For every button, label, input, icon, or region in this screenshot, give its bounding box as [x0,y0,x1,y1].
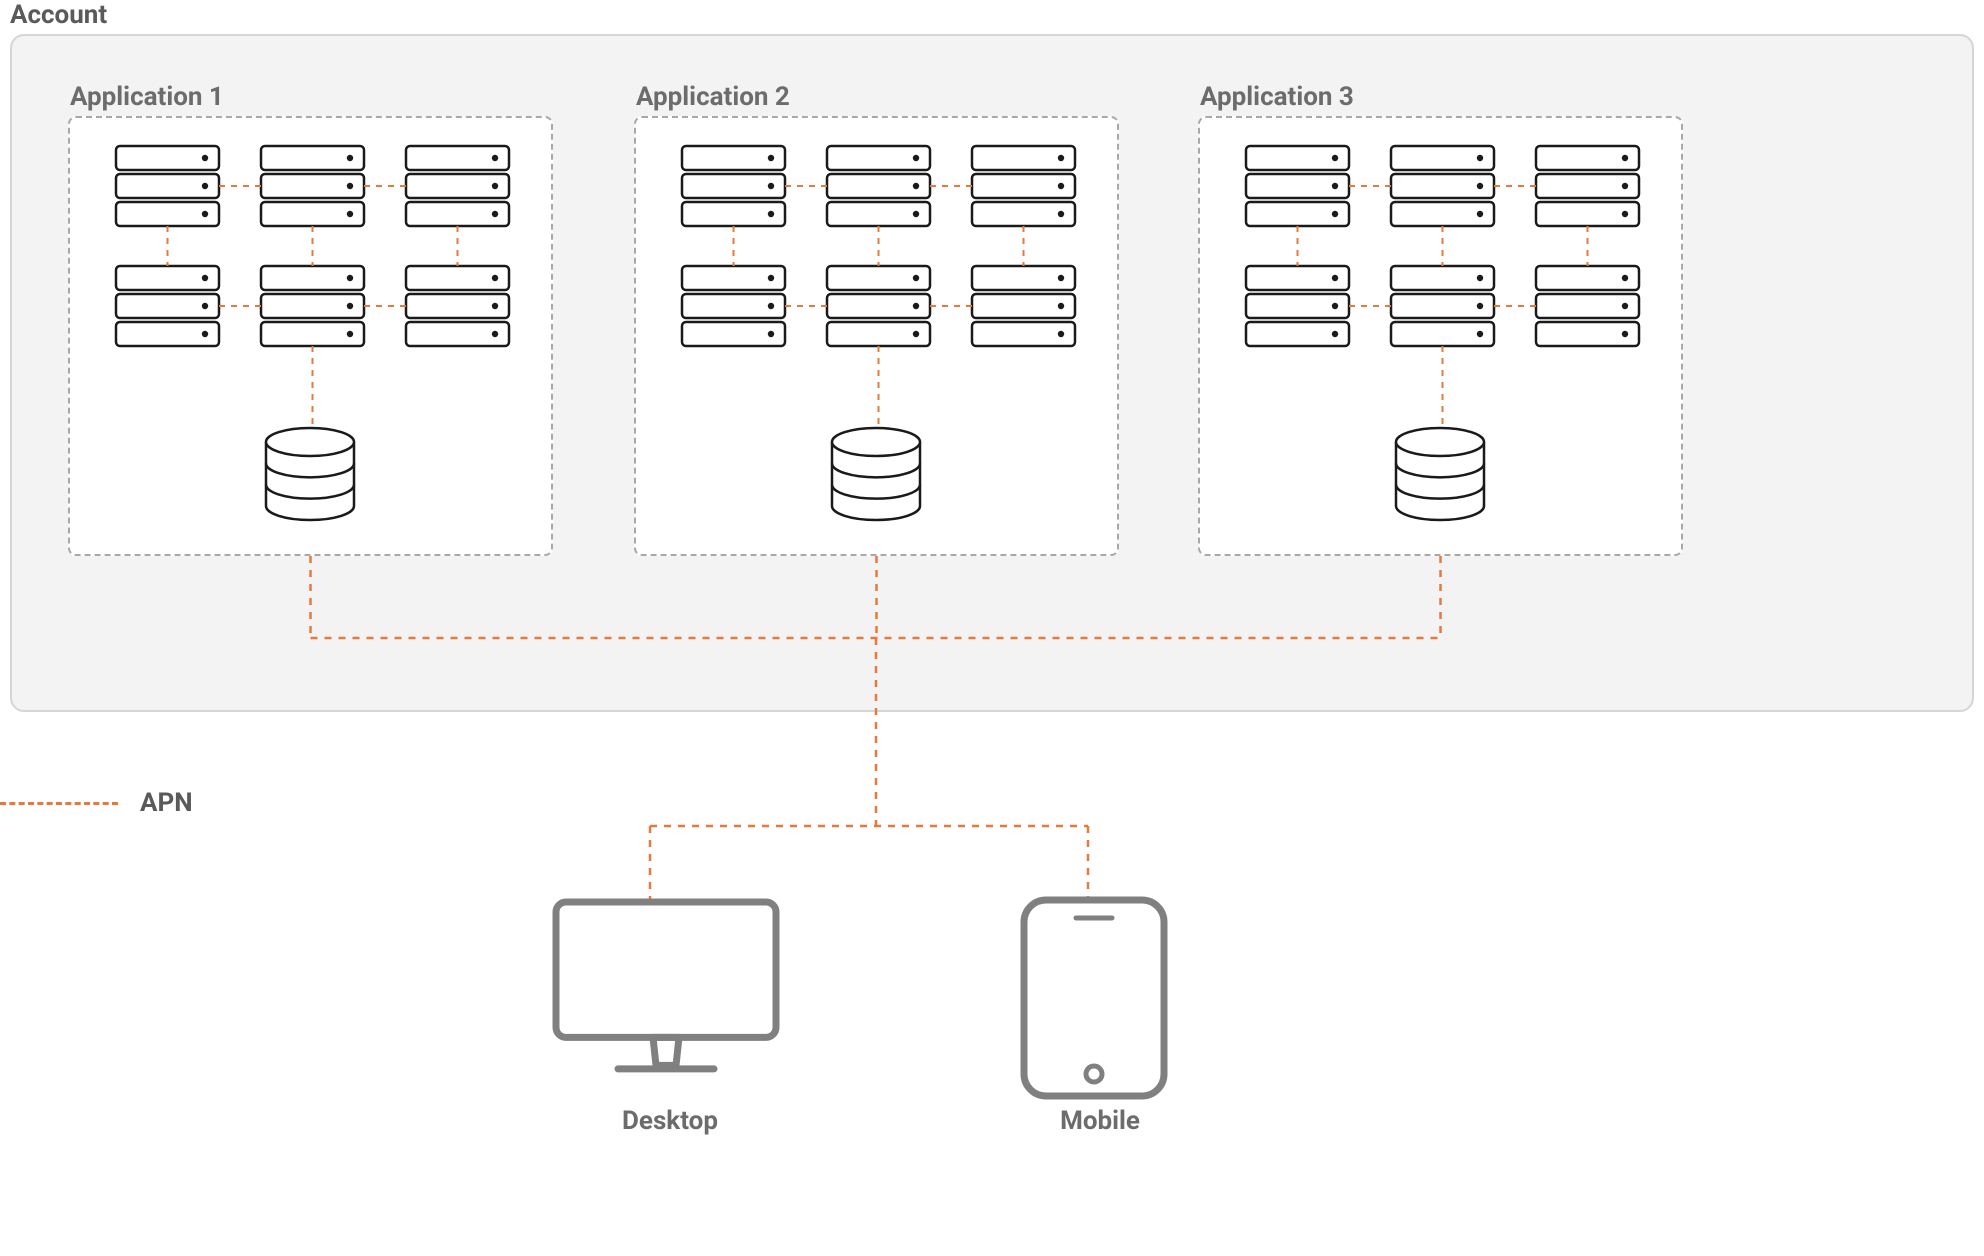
diagram-canvas: Account Application 1 Application 2 Appl… [0,0,1984,1256]
desktop-label: Desktop [600,1106,740,1136]
app1-internals [116,146,509,520]
app3-internals [1246,146,1639,520]
desktop-icon [556,902,776,1069]
mobile-icon [1024,900,1164,1096]
mobile-label: Mobile [1050,1106,1150,1136]
app2-internals [682,146,1075,520]
legend-line [0,802,118,805]
legend-label: APN [140,788,193,818]
svg-layer [0,0,1984,1256]
